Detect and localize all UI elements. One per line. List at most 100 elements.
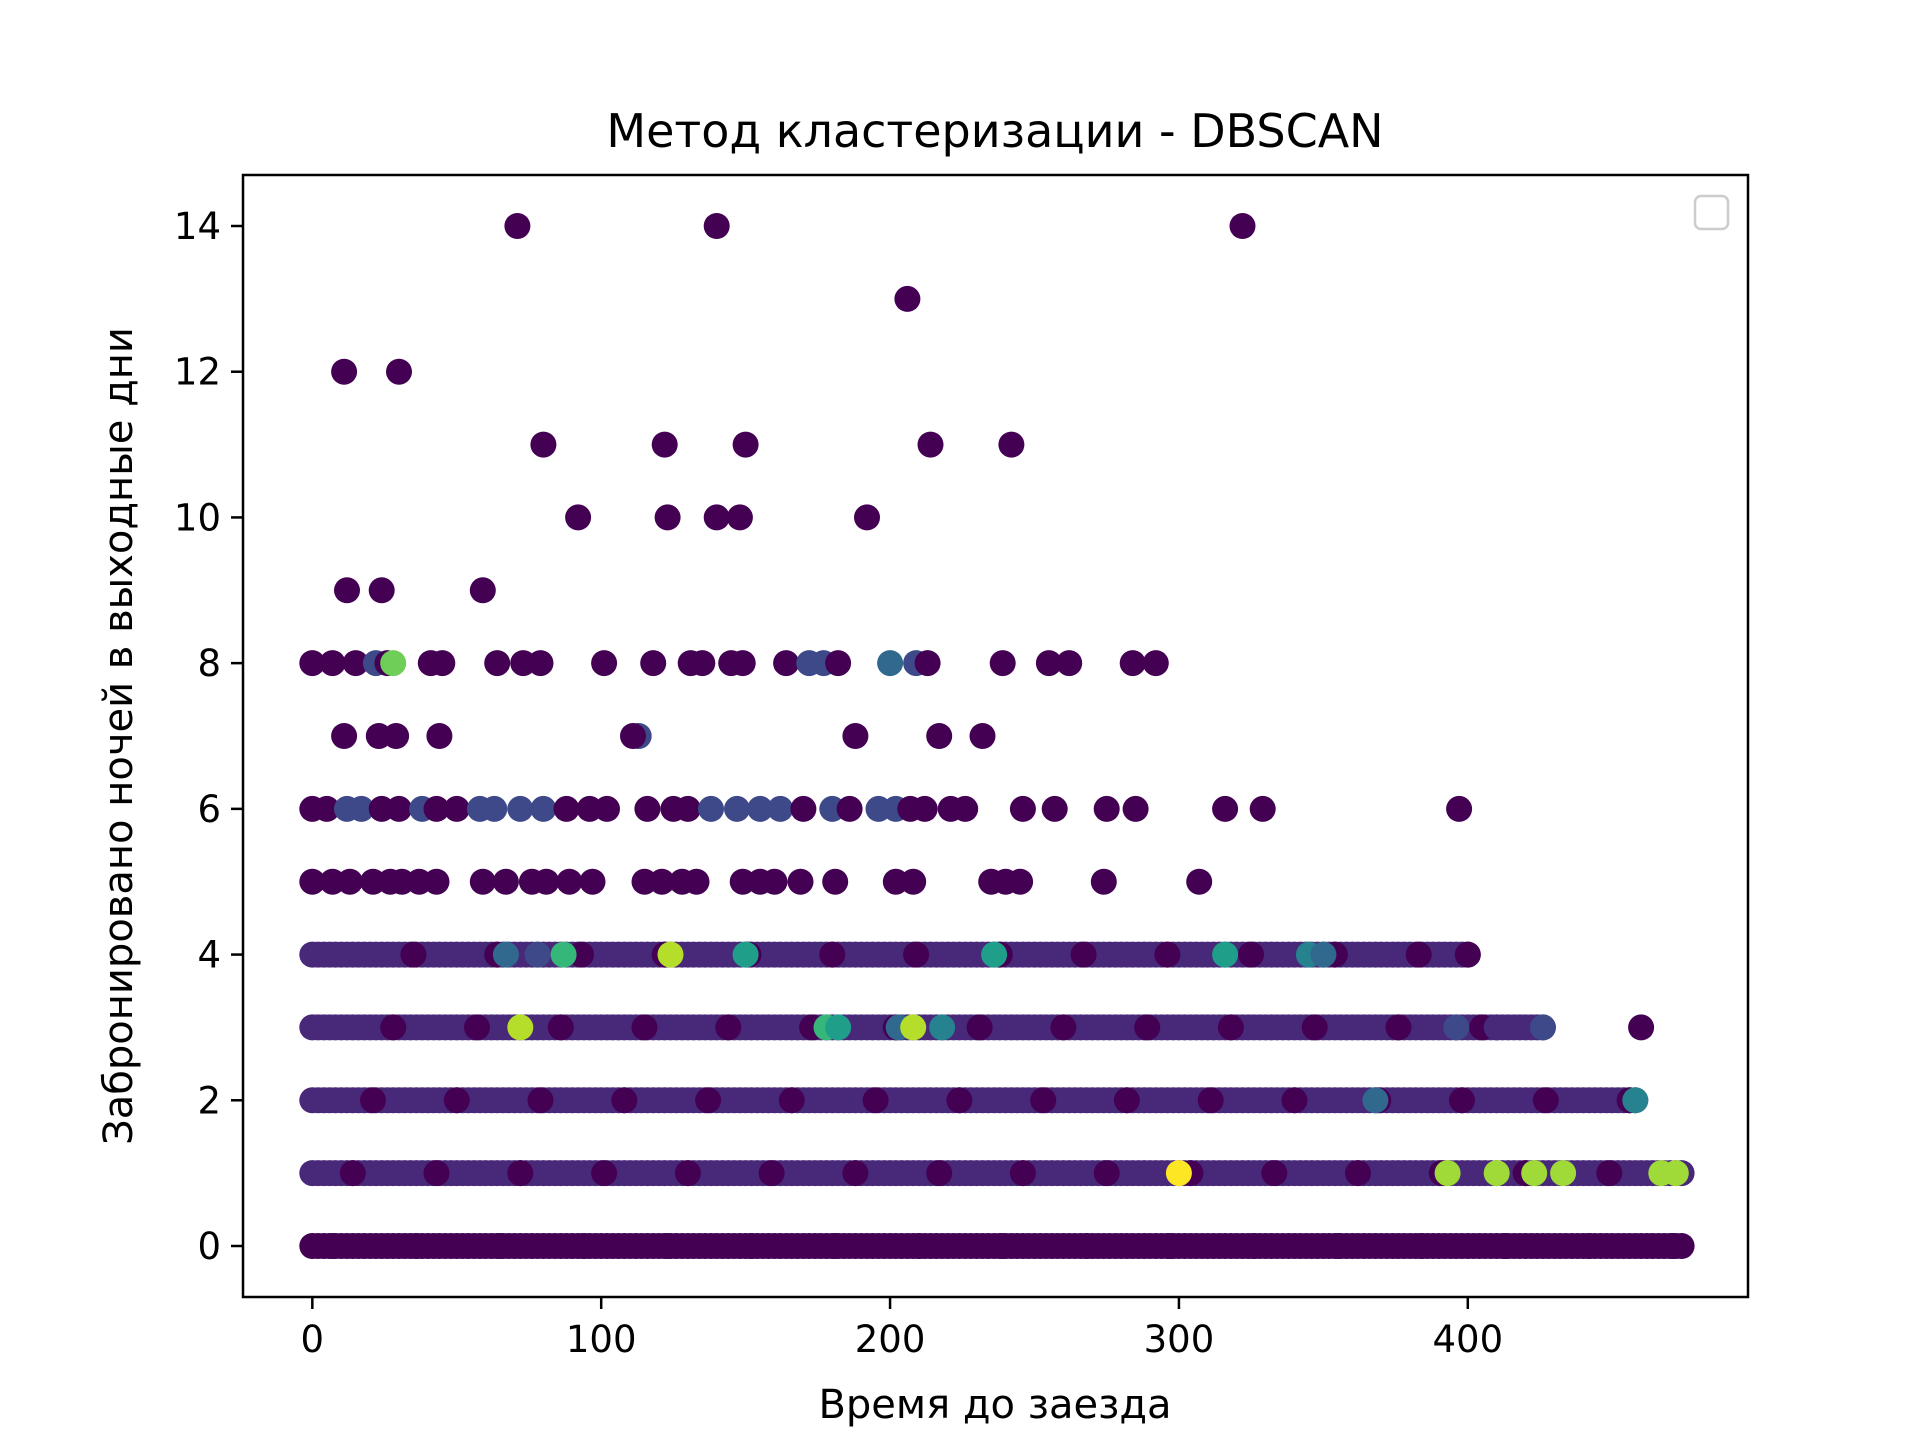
data-point	[981, 941, 1008, 968]
data-point-row-0	[1492, 1233, 1519, 1259]
data-point	[527, 650, 554, 677]
data-point-row-3	[464, 1014, 490, 1041]
data-point-row-2	[1197, 1087, 1224, 1114]
data-point-row-1	[674, 1160, 701, 1187]
data-point	[530, 795, 557, 822]
data-point	[989, 650, 1016, 677]
data-point	[929, 1014, 956, 1041]
data-point-row-1	[339, 1160, 366, 1187]
data-point	[299, 868, 326, 895]
data-point	[492, 941, 519, 968]
data-point	[469, 577, 496, 604]
data-point	[386, 795, 412, 822]
x-tick-label: 100	[566, 1318, 637, 1361]
data-point	[674, 795, 701, 822]
y-tick-label: 2	[197, 1079, 221, 1122]
data-point	[524, 941, 551, 968]
data-point-row-4	[1238, 941, 1265, 968]
data-point	[383, 723, 410, 749]
data-point-row-3	[547, 1014, 574, 1041]
data-point	[556, 868, 583, 895]
data-point	[334, 577, 360, 604]
data-point-row-2	[1281, 1087, 1308, 1114]
data-point	[724, 795, 750, 822]
data-point	[331, 723, 358, 749]
data-point	[553, 795, 580, 822]
data-point-row-3	[380, 1014, 407, 1041]
x-tick-label: 300	[1144, 1318, 1215, 1361]
data-point	[703, 504, 730, 531]
data-point-row-0	[570, 1233, 597, 1259]
data-point	[1122, 795, 1149, 822]
data-point-row-0	[1324, 1233, 1351, 1259]
data-point	[698, 795, 724, 822]
data-point-row-0	[403, 1233, 430, 1259]
data-point-row-0	[1073, 1233, 1100, 1259]
data-point	[1446, 795, 1473, 822]
data-point	[787, 868, 814, 895]
data-point	[651, 431, 678, 458]
data-point-row-2	[443, 1087, 470, 1114]
data-point	[386, 358, 412, 385]
chart-title: Метод кластеризации - DBSCAN	[606, 104, 1383, 158]
data-point	[894, 285, 921, 312]
data-point	[732, 941, 759, 968]
data-point-row-3	[1134, 1014, 1161, 1041]
data-point-row-1	[1345, 1160, 1371, 1187]
y-tick-label: 0	[197, 1225, 221, 1268]
data-point	[368, 577, 395, 604]
data-point	[703, 213, 730, 239]
data-point	[620, 723, 646, 749]
data-point	[565, 504, 592, 531]
data-point	[914, 650, 941, 677]
data-point-row-0	[738, 1233, 765, 1259]
data-point	[380, 650, 407, 677]
data-point-row-2	[695, 1087, 722, 1114]
data-point	[1090, 868, 1117, 895]
y-tick-label: 12	[174, 351, 221, 394]
data-point	[773, 650, 800, 677]
data-point	[1249, 795, 1276, 822]
data-point	[1041, 795, 1068, 822]
data-point	[836, 795, 863, 822]
data-point	[747, 795, 774, 822]
data-point	[911, 795, 938, 822]
data-point	[530, 431, 557, 458]
plot-frame	[241, 173, 1750, 1299]
data-point-row-4	[400, 941, 427, 968]
data-point	[683, 868, 710, 895]
data-point	[1434, 1160, 1461, 1187]
data-point	[877, 650, 904, 677]
data-point	[1628, 1014, 1655, 1041]
data-point-row-2	[778, 1087, 805, 1114]
data-point	[1521, 1160, 1548, 1187]
data-point	[1212, 941, 1239, 968]
data-point	[550, 941, 577, 968]
data-point	[1454, 941, 1481, 968]
data-point	[900, 868, 927, 895]
data-point-row-0	[487, 1233, 514, 1259]
data-point	[654, 504, 681, 531]
data-point	[640, 650, 667, 677]
data-point-row-3	[1050, 1014, 1077, 1041]
data-point-row-3	[631, 1014, 658, 1041]
data-point	[1119, 650, 1146, 677]
data-point	[657, 941, 684, 968]
y-tick-label: 14	[174, 205, 221, 248]
data-point-row-1	[1596, 1160, 1623, 1187]
data-point	[348, 795, 375, 822]
data-point	[1483, 1014, 1510, 1041]
data-point	[1007, 868, 1034, 895]
data-point	[648, 868, 675, 895]
data-point	[732, 431, 759, 458]
data-point-row-1	[842, 1160, 869, 1187]
data-point	[331, 358, 358, 385]
data-point-row-2	[946, 1087, 973, 1114]
data-point	[1009, 795, 1036, 822]
data-point-row-1	[1093, 1160, 1120, 1187]
y-tick-label: 6	[197, 788, 221, 831]
data-point-row-3	[1217, 1014, 1244, 1041]
y-tick-label: 4	[197, 934, 221, 977]
data-point	[729, 650, 756, 677]
